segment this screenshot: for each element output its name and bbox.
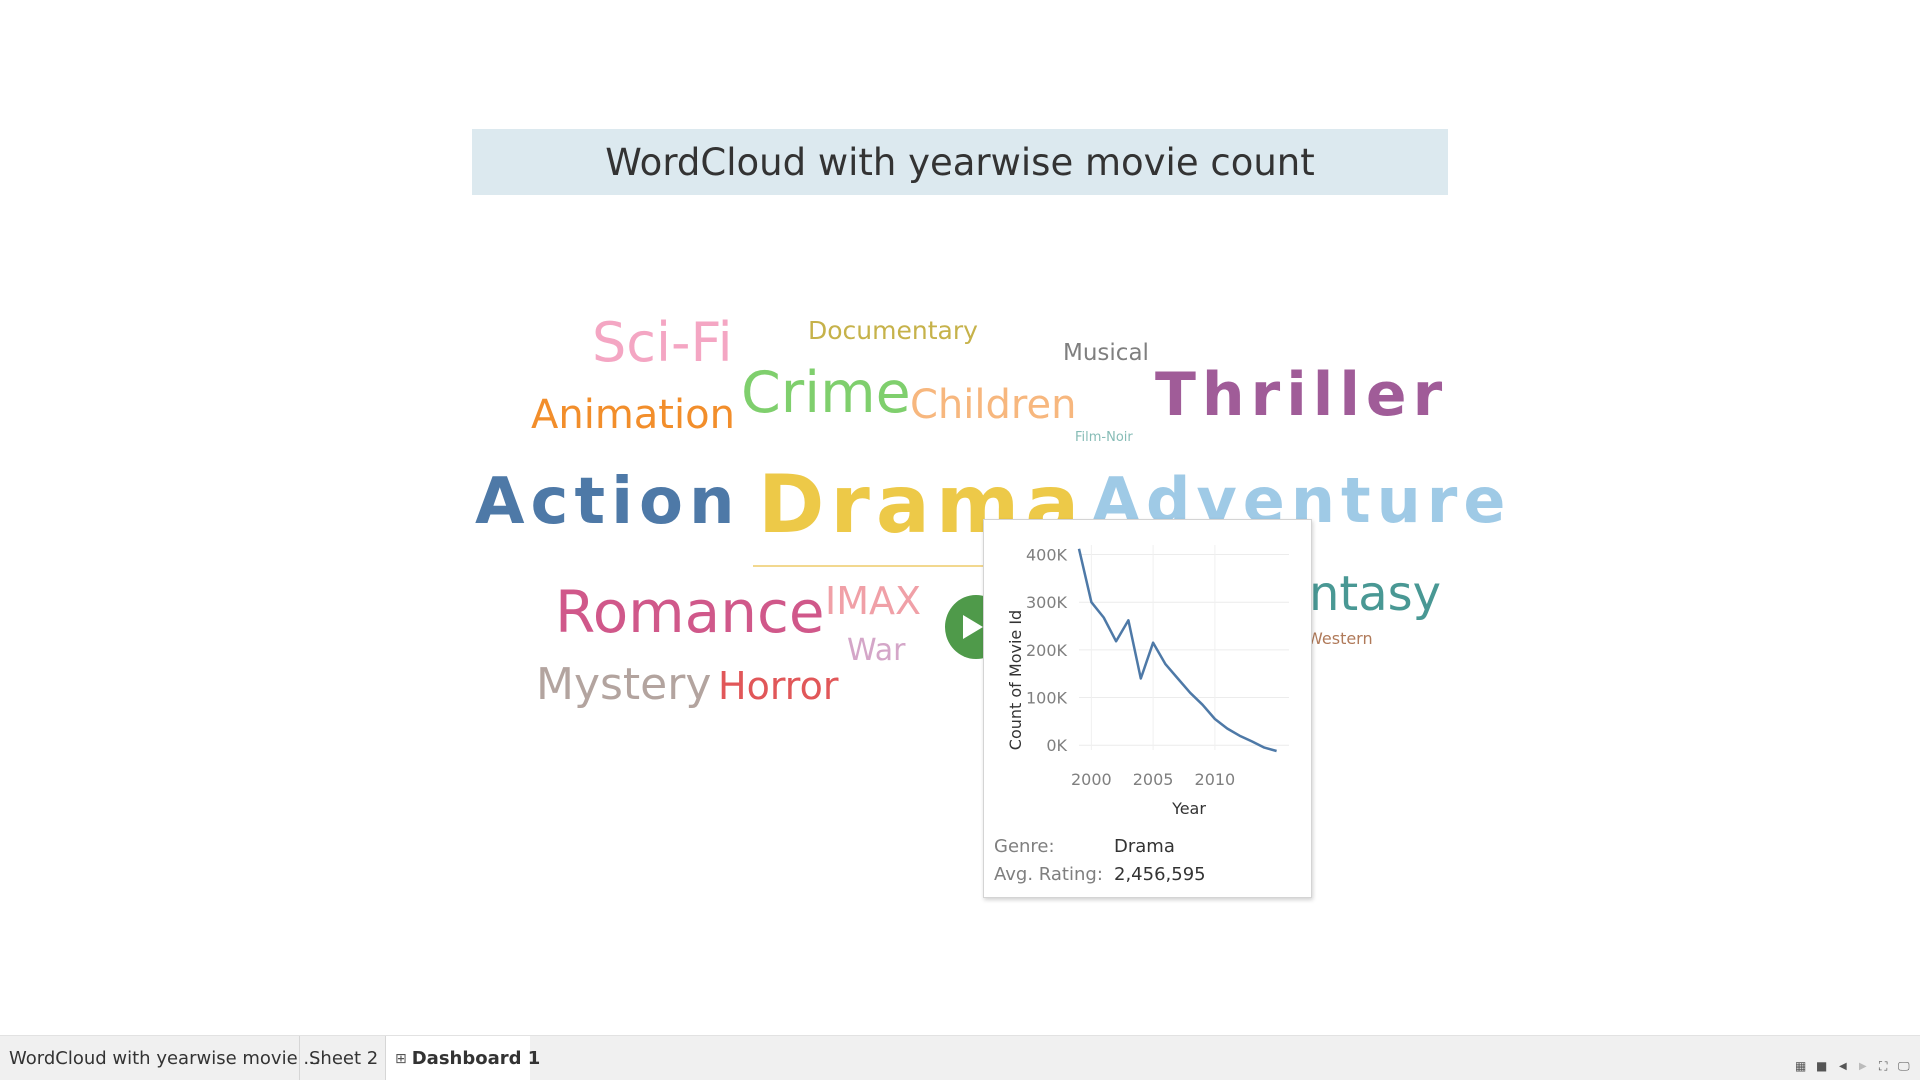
presentation-icon[interactable]: 🖵 bbox=[1898, 1059, 1910, 1073]
dashboard-title: WordCloud with yearwise movie count bbox=[605, 140, 1315, 184]
tab-wordcloud-sheet[interactable]: WordCloud with yearwise movie ... bbox=[0, 1036, 321, 1080]
word-musical[interactable]: Musical bbox=[1063, 340, 1149, 366]
word-war[interactable]: War bbox=[847, 633, 906, 668]
word-crime[interactable]: Crime bbox=[741, 360, 911, 426]
y-tick-label: 400K bbox=[1026, 546, 1068, 565]
x-axis-label: Year bbox=[1171, 799, 1206, 818]
tab-label: Sheet 2 bbox=[309, 1048, 379, 1069]
word-fantasy[interactable]: ntasy bbox=[1309, 566, 1442, 622]
dashboard-grid-icon: ⊞ bbox=[395, 1050, 407, 1067]
word-documentary[interactable]: Documentary bbox=[808, 316, 978, 345]
y-axis-label: Count of Movie Id bbox=[1006, 610, 1025, 750]
drama-count-series-line bbox=[1077, 548, 1277, 753]
fullscreen-icon[interactable]: ⛶ bbox=[1879, 1059, 1888, 1073]
word-action[interactable]: Action bbox=[475, 465, 741, 539]
word-romance[interactable]: Romance bbox=[555, 578, 825, 646]
tooltip-genre-row: Genre: Drama bbox=[994, 836, 1175, 857]
x-tick-label: 2005 bbox=[1133, 770, 1174, 789]
tab-sheet-2[interactable]: Sheet 2 bbox=[300, 1036, 386, 1080]
word-sci-fi[interactable]: Sci-Fi bbox=[592, 311, 733, 374]
tooltip-rating-row: Avg. Rating: 2,456,595 bbox=[994, 864, 1206, 885]
word-film-noir[interactable]: Film-Noir bbox=[1075, 430, 1133, 445]
x-tick-label: 2010 bbox=[1195, 770, 1236, 789]
drama-hover-underline bbox=[753, 565, 983, 567]
genre-tooltip: 400K 300K 200K 100K 0K 2000 2005 2010 Count of … bbox=[983, 519, 1312, 898]
tab-dashboard-1[interactable]: ⊞ Dashboard 1 bbox=[386, 1036, 540, 1080]
y-tick-label: 0K bbox=[1046, 736, 1067, 755]
genre-value: Drama bbox=[1114, 836, 1175, 857]
word-mystery[interactable]: Mystery bbox=[536, 659, 712, 710]
previous-icon[interactable]: ◀ bbox=[1839, 1061, 1847, 1072]
avg-rating-label: Avg. Rating: bbox=[994, 864, 1103, 885]
grid-view-icon[interactable]: ▦ bbox=[1795, 1059, 1807, 1073]
word-western[interactable]: Western bbox=[1307, 629, 1373, 648]
word-animation[interactable]: Animation bbox=[531, 392, 735, 438]
comedy-fragment-notch bbox=[963, 615, 983, 639]
word-thriller[interactable]: Thriller bbox=[1155, 360, 1449, 430]
word-imax[interactable]: IMAX bbox=[825, 579, 922, 623]
sheet-tab-bar: WordCloud with yearwise movie ... Sheet … bbox=[0, 1035, 1920, 1080]
tab-label: Dashboard 1 bbox=[411, 1048, 541, 1069]
word-children[interactable]: Children bbox=[910, 382, 1077, 428]
y-tick-label: 200K bbox=[1026, 641, 1068, 660]
word-horror[interactable]: Horror bbox=[718, 664, 839, 708]
tab-label: WordCloud with yearwise movie ... bbox=[9, 1048, 321, 1069]
genre-label: Genre: bbox=[994, 836, 1055, 857]
stop-icon[interactable]: ■ bbox=[1816, 1059, 1828, 1073]
next-icon[interactable]: ▶ bbox=[1859, 1061, 1867, 1072]
dashboard-title-bar: WordCloud with yearwise movie count bbox=[472, 129, 1448, 195]
x-tick-label: 2000 bbox=[1071, 770, 1112, 789]
avg-rating-value: 2,456,595 bbox=[1114, 864, 1206, 885]
y-tick-label: 100K bbox=[1026, 689, 1068, 708]
y-tick-label: 300K bbox=[1026, 593, 1068, 612]
